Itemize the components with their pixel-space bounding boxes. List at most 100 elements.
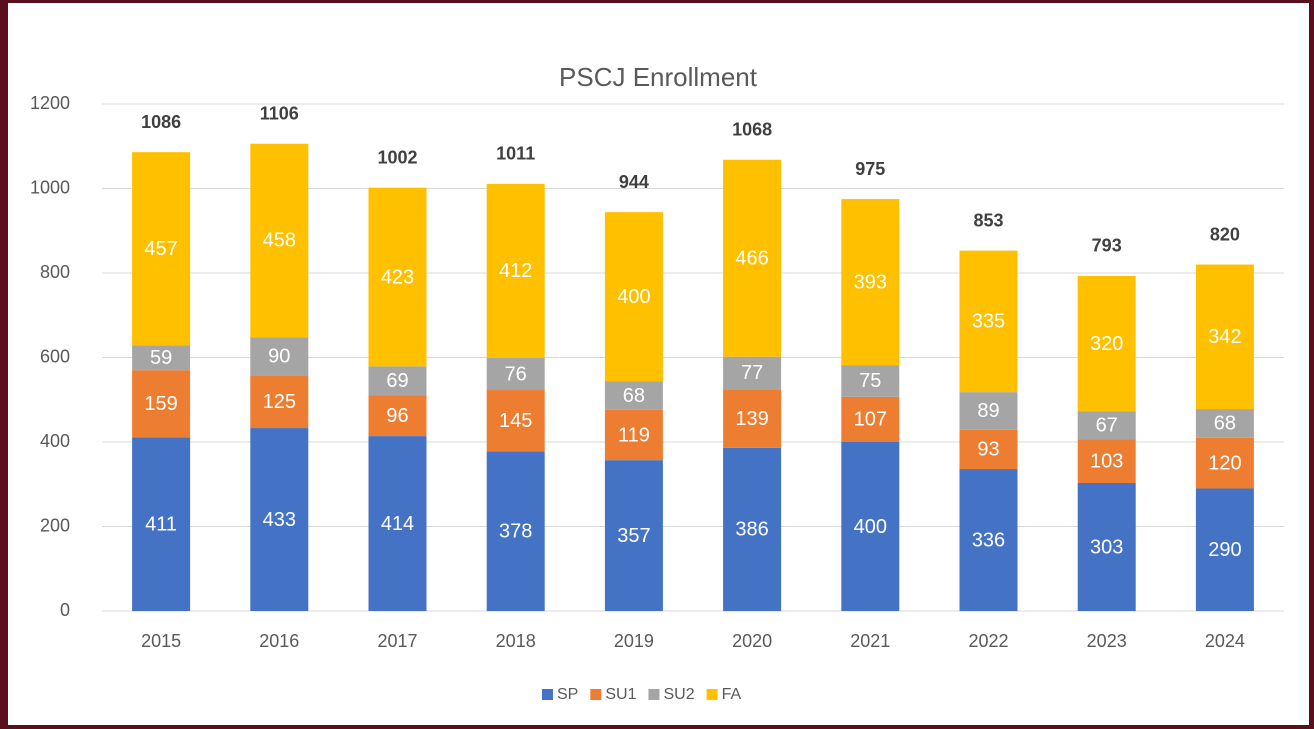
y-tick-label: 1200 [30,93,70,113]
total-label: 1002 [377,147,417,167]
value-label: 89 [977,400,999,422]
value-label: 412 [499,260,532,282]
y-tick-label: 800 [40,262,70,282]
value-label: 458 [263,230,296,252]
y-tick-label: 200 [40,515,70,535]
value-label: 159 [144,393,177,415]
total-label: 1086 [141,112,181,132]
value-label: 320 [1090,333,1123,355]
value-label: 125 [263,391,296,413]
y-tick-label: 600 [40,346,70,366]
bar-segment [723,389,782,448]
bar-segment [1077,275,1136,412]
bar-segment [1195,437,1254,489]
value-label: 303 [1090,536,1123,558]
x-tick-label: 2019 [614,631,654,651]
x-tick-label: 2024 [1205,631,1245,651]
legend-label: SU2 [663,686,694,703]
legend-label: SU1 [605,686,636,703]
value-label: 336 [972,529,1005,551]
bar-segment [723,356,782,390]
bar-segment [1077,439,1136,483]
bar-segment [132,152,191,346]
bar-segment [841,396,900,442]
value-label: 120 [1208,452,1241,474]
x-tick-label: 2015 [141,631,181,651]
y-tick-label: 0 [60,600,70,620]
value-label: 90 [268,346,290,368]
value-label: 103 [1090,451,1123,473]
value-label: 290 [1208,539,1241,561]
bar-segment [132,370,191,438]
total-label: 793 [1092,236,1122,256]
bar-segment [841,442,900,611]
bar-segment [250,143,309,338]
value-label: 342 [1208,326,1241,348]
value-label: 433 [263,509,296,531]
bar-segment [604,212,663,382]
bar-segment [604,460,663,611]
legend-swatch [542,689,553,700]
value-label: 77 [741,362,763,384]
value-label: 378 [499,520,532,542]
value-label: 400 [854,516,887,538]
value-label: 457 [144,238,177,260]
total-label: 820 [1210,224,1240,244]
bar-segment [723,159,782,357]
value-label: 393 [854,271,887,293]
bar-segment [250,337,309,376]
bar-segment [486,451,545,611]
legend-label: FA [722,686,742,703]
bar-segment [1195,264,1254,410]
bar-segment [368,187,427,367]
value-label: 400 [617,286,650,308]
value-label: 414 [381,513,414,535]
bar-segment [841,365,900,397]
bar-segment [1077,411,1136,440]
bar-segment [604,409,663,461]
legend-swatch [648,689,660,700]
value-label: 75 [859,370,881,392]
x-tick-label: 2022 [968,631,1008,651]
legend-swatch [706,689,718,700]
x-tick-label: 2023 [1087,631,1127,651]
total-label: 975 [855,159,885,179]
bar-segment [1077,482,1136,611]
value-label: 411 [145,513,177,535]
value-label: 423 [381,266,414,288]
value-label: 67 [1096,415,1118,437]
bar-segment [1195,488,1254,611]
value-label: 139 [735,408,768,430]
x-tick-label: 2018 [496,631,536,651]
bar-segment [604,381,663,410]
value-label: 357 [617,525,650,547]
bar-segment [132,437,191,611]
bar-segment [486,357,545,391]
bar-segment [132,345,191,371]
total-label: 1011 [496,144,535,164]
x-tick-label: 2020 [732,631,772,651]
value-label: 93 [977,439,999,461]
value-label: 145 [499,410,532,432]
bar-segment [368,436,427,611]
bar-segment [959,392,1018,430]
total-label: 944 [619,172,649,192]
bar-segment [959,469,1018,611]
x-tick-label: 2017 [377,631,417,651]
x-tick-label: 2016 [259,631,299,651]
bar-segment [959,429,1018,470]
bar-segment [959,250,1018,393]
value-label: 386 [735,519,768,541]
bar-segment [1195,409,1254,438]
bar-segment [368,366,427,396]
legend-swatch [590,689,602,700]
value-label: 119 [618,424,650,446]
chart: PSCJ Enrollment 0 200 400 600 800 1000 1200 201… [8,3,1309,725]
value-label: 68 [1214,413,1236,435]
bar-segment [250,375,309,429]
value-label: 466 [735,247,768,269]
legend-label: SP [557,686,578,703]
bar-segment [250,428,309,611]
value-label: 107 [854,409,887,431]
bar-segment [486,390,545,452]
